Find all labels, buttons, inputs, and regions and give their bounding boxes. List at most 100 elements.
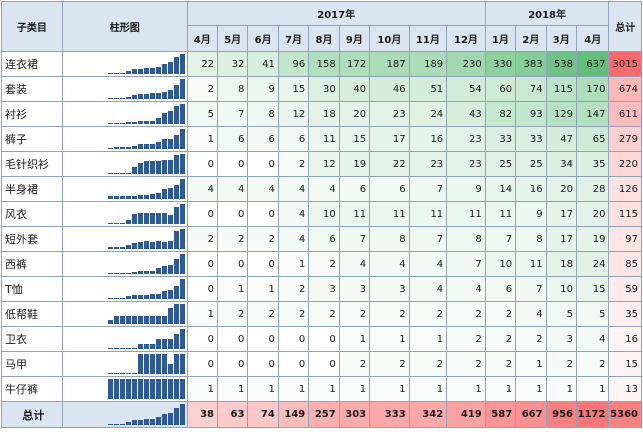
month-header: 1月	[484, 25, 517, 52]
value-cell: 2	[369, 351, 410, 377]
sparkline-bar	[125, 122, 131, 124]
sparkline-bar	[125, 245, 131, 249]
value-cell: 9	[247, 76, 279, 102]
sparkline-bar	[155, 67, 161, 74]
month-header: 4月	[575, 25, 610, 52]
value-cell: 3	[308, 276, 340, 302]
sparkline-bar	[161, 291, 167, 299]
sparkline-cell	[61, 51, 188, 77]
sparkline-bar	[179, 254, 185, 274]
value-cell: 1	[277, 376, 310, 402]
table-row: 马甲 0 0 0 0 0 2 2 2 2 2 1 2 2 15	[1, 351, 642, 377]
value-cell: 19	[338, 151, 371, 177]
table-row: 西裤 0 0 0 1 2 4 4 4 7 10 11 18 24 85	[1, 251, 642, 277]
sparkline-bar	[149, 93, 155, 99]
sparkline-bar	[137, 316, 143, 324]
sparkline-bar	[155, 93, 161, 99]
sparkline-bar	[125, 173, 131, 174]
value-cell: 18	[308, 101, 340, 127]
value-cell: 34	[545, 151, 578, 177]
value-cell: 17	[369, 126, 410, 152]
value-cell: 32	[216, 51, 249, 77]
sparkline-bar	[107, 424, 113, 425]
value-cell: 1	[515, 376, 547, 402]
sparkline-bar	[161, 160, 167, 174]
value-cell: 0	[186, 326, 219, 352]
value-cell: 11	[338, 201, 371, 227]
sparkline-bar	[173, 286, 179, 299]
sparkline-bar	[143, 354, 149, 374]
value-cell: 22	[186, 51, 219, 77]
value-cell: 4	[277, 201, 310, 227]
sparkline-bar	[125, 296, 131, 299]
value-cell: 956	[545, 401, 578, 428]
sparkline-cell	[61, 126, 188, 152]
value-cell: 11	[369, 201, 410, 227]
sparkline-bar	[179, 179, 185, 199]
sparkline-bar	[107, 148, 113, 149]
table-row: 半身裙 4 4 4 4 4 6 6 7 9 14 16 20 28 126	[1, 176, 642, 202]
value-cell: 11	[484, 201, 517, 227]
sparkline-bar	[155, 142, 161, 149]
value-cell: 0	[216, 201, 249, 227]
table-row: 连衣裙 22 32 41 96 158 172 187 189 230 330 383 538 637 30…	[1, 51, 642, 77]
sparkline-bar	[149, 379, 155, 399]
value-cell: 28	[575, 176, 610, 202]
sparkline-bar	[161, 266, 167, 274]
value-cell: 7	[515, 276, 547, 302]
sparkline-bar	[137, 420, 143, 425]
table-row: 短外套 2 2 2 4 6 7 8 7 8 7 8 17 19 97	[1, 226, 642, 252]
value-cell: 1	[484, 376, 517, 402]
sparkline-bar	[179, 329, 185, 349]
value-cell: 2	[484, 351, 517, 377]
value-cell: 43	[446, 101, 486, 127]
sparkline-bar	[125, 422, 131, 425]
month-header: 7月	[277, 25, 310, 52]
row-total-cell: 59	[608, 276, 642, 302]
sparkline-bar	[173, 379, 179, 399]
value-cell: 25	[515, 151, 547, 177]
sparkline-bar	[173, 155, 179, 174]
sparkline-bar	[113, 73, 119, 74]
value-cell: 38	[186, 401, 219, 428]
sparkline-bar	[149, 194, 155, 199]
value-cell: 0	[186, 276, 219, 302]
sparkline-bar	[143, 161, 149, 174]
value-cell: 2	[308, 301, 340, 327]
value-cell: 4	[338, 251, 371, 277]
value-cell: 1	[216, 276, 249, 302]
sparkline-bar	[173, 259, 179, 274]
value-cell: 23	[446, 126, 486, 152]
sparkline-bar	[173, 185, 179, 199]
month-header: 6月	[247, 25, 279, 52]
value-cell: 20	[575, 201, 610, 227]
value-cell: 0	[186, 201, 219, 227]
value-cell: 11	[408, 201, 448, 227]
value-cell: 1172	[575, 401, 610, 428]
sparkline-bar	[167, 290, 173, 299]
sparkline-bar	[155, 294, 161, 299]
table-row: 卫衣 0 0 0 0 0 1 1 1 2 2 2 3 4 16	[1, 326, 642, 352]
value-cell: 9	[515, 201, 547, 227]
sparkline-bar	[131, 420, 137, 425]
sparkline-bar	[119, 173, 125, 174]
value-cell: 12	[277, 101, 310, 127]
value-cell: 1	[186, 126, 219, 152]
sparkline-bar	[113, 98, 119, 99]
sparkline-bar	[113, 373, 119, 374]
sparkline-bar	[137, 295, 143, 299]
sparkline-bar	[167, 188, 173, 199]
sparkline-bar	[137, 144, 143, 149]
value-cell: 1	[515, 351, 547, 377]
value-cell: 0	[216, 351, 249, 377]
row-total-cell: 13	[608, 376, 642, 402]
month-header: 5月	[216, 25, 249, 52]
sparkline-bar	[167, 265, 173, 274]
sparkline-bar	[173, 106, 179, 124]
value-cell: 6	[338, 176, 371, 202]
value-cell: 74	[247, 401, 279, 428]
value-cell: 115	[545, 76, 578, 102]
value-cell: 2	[247, 301, 279, 327]
sparkline-bar	[179, 79, 185, 99]
sparkline-cell	[61, 201, 188, 227]
